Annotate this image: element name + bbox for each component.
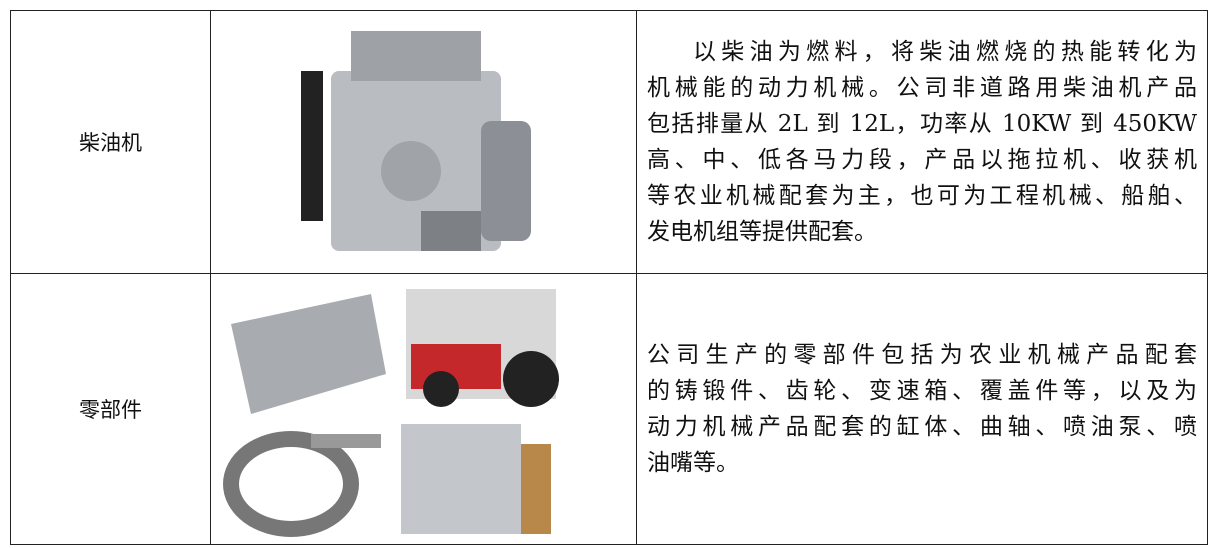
product-description: 公司生产的零部件包括为农业机械产品配套 的铸锻件、齿轮、变速箱、覆盖件等，以及为动… (637, 274, 1208, 544)
product-image (211, 11, 637, 273)
product-name: 零部件 (11, 274, 211, 544)
product-table: 柴油机 以柴油为燃料，将柴油燃烧的热能转化为机械能的动力机械。公司非道路用柴油机… (10, 10, 1208, 545)
description-line: 以柴油为燃料，将柴油燃烧的热能转化为 (693, 39, 1197, 65)
description-line: 包括排量从 2L 到 12L，功率从 10KW 到 450KW (647, 111, 1197, 137)
description-line: 油嘴等。 (647, 450, 739, 476)
description-line: 动力机械产品配套的缸体、曲轴、喷油泵、喷 (647, 414, 1197, 440)
product-description: 以柴油为燃料，将柴油燃烧的热能转化为机械能的动力机械。公司非道路用柴油机产品 包括… (637, 11, 1208, 273)
product-image (211, 274, 637, 544)
table-row: 柴油机 以柴油为燃料，将柴油燃烧的热能转化为机械能的动力机械。公司非道路用柴油机… (11, 11, 1208, 274)
description-line: 等农业机械配套为主，也可为工程机械、船舶、 (647, 183, 1197, 209)
product-name: 柴油机 (11, 11, 211, 273)
description-line: 的铸锻件、齿轮、变速箱、覆盖件等，以及为 (647, 378, 1197, 404)
table-row: 零部件 公司生产的零部件包括为农业机械产品配套 的铸锻件、齿轮、变速箱、覆盖件等，… (11, 274, 1208, 545)
parts-image (223, 289, 559, 537)
description-line: 机械能的动力机械。公司非道路用柴油机产品 (647, 75, 1197, 101)
page: 柴油机 以柴油为燃料，将柴油燃烧的热能转化为机械能的动力机械。公司非道路用柴油机… (10, 10, 1208, 545)
description-line: 发电机组等提供配套。 (647, 219, 877, 245)
engine-image (301, 31, 531, 251)
description-line: 高、中、低各马力段，产品以拖拉机、收获机 (647, 147, 1197, 173)
description-line: 公司生产的零部件包括为农业机械产品配套 (647, 342, 1197, 368)
